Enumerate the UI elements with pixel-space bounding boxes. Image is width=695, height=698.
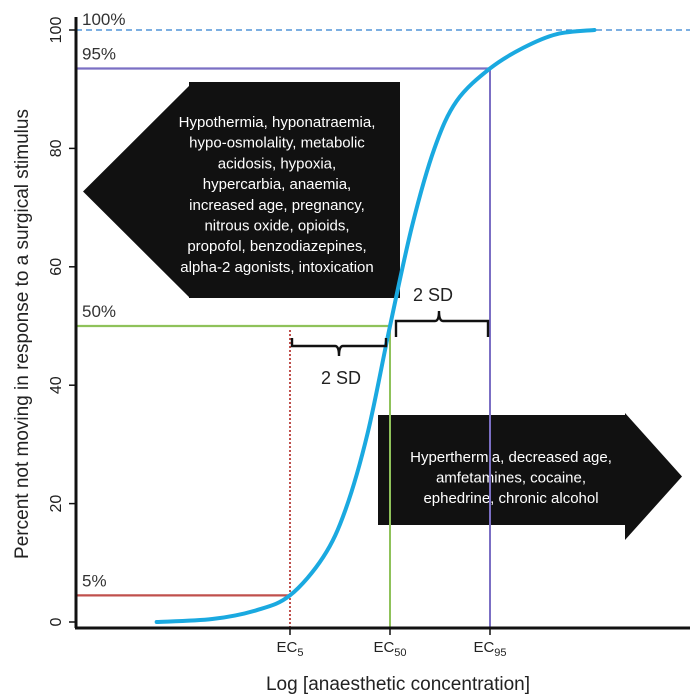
sd-brace-1 <box>290 338 388 357</box>
y-tick-label-60: 60 <box>48 258 65 276</box>
sd-label-1: 2 SD <box>321 368 361 388</box>
sd-brace-2 <box>394 310 490 337</box>
text-layer: 100% 95% 50% 5% 2 SD 2 SD <box>82 10 453 590</box>
annotation-left-line: acidosis, hypoxia, <box>218 155 336 172</box>
reference-label-50pct: 50% <box>82 302 116 321</box>
x-tick-label-ec95: EC95 <box>473 639 506 659</box>
annotation-right-line: Hyperthermia, decreased age, <box>410 449 612 466</box>
y-tick-label-20: 20 <box>48 495 65 513</box>
annotation-left-line: hypo-osmolality, metabolic <box>189 135 365 152</box>
annotation-left-line: nitrous oxide, opioids, <box>204 218 349 235</box>
y-tick-label-40: 40 <box>48 376 65 394</box>
right-arrow-body <box>378 415 626 525</box>
reference-label-95pct: 95% <box>82 44 116 63</box>
annotation-left-line: alpha-2 agonists, intoxication <box>180 259 373 276</box>
x-tick-label-ec50: EC50 <box>373 639 406 659</box>
annotation-left-line: propofol, benzodiazepines, <box>187 238 366 255</box>
y-tick-label-100: 100 <box>48 17 65 44</box>
y-tick-label-0: 0 <box>48 617 65 626</box>
right-arrow-head <box>625 413 682 540</box>
curve-layer <box>154 28 597 624</box>
y-tick-label-80: 80 <box>48 139 65 157</box>
sd-label-2: 2 SD <box>413 285 453 305</box>
brace-layer <box>290 310 490 357</box>
reference-label-100pct: 100% <box>82 10 125 29</box>
y-axis-label: Percent not moving in response to a surg… <box>12 109 33 559</box>
left-arrow-head <box>83 85 400 298</box>
reference-label-5pct: 5% <box>82 571 107 590</box>
annotation-right-line: ephedrine, chronic alcohol <box>423 490 598 507</box>
x-axis-label: Log [anaesthetic concentration] <box>266 674 530 695</box>
annotation-left-line: Hypothermia, hyponatraemia, <box>179 114 376 131</box>
annotation-right-line: amfetamines, cocaine, <box>436 470 586 487</box>
axes-layer: 0 20 40 60 80 100 EC5 EC50 EC95 <box>48 17 690 659</box>
annotation-left-line: hypercarbia, anaemia, <box>203 176 351 193</box>
annotation-left-line: increased age, pregnancy, <box>189 197 365 214</box>
sigmoid-curve <box>154 28 597 624</box>
reference-line-layer <box>76 29 690 628</box>
x-tick-label-ec5: EC5 <box>277 639 304 659</box>
annotation-layer: Hypothermia, hyponatraemia, hypo-osmolali… <box>83 82 682 540</box>
